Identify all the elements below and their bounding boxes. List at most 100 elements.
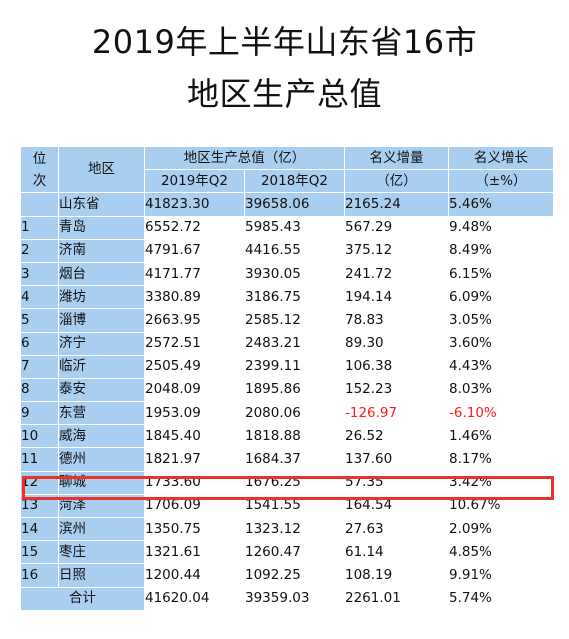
gdp-2019-cell: 2505.49 bbox=[144, 354, 245, 379]
gdp-2018-cell: 1895.86 bbox=[244, 377, 345, 403]
growth-cell: 9.91% bbox=[448, 563, 554, 588]
increase-header-line-1: 名义增量 bbox=[344, 145, 449, 171]
gdp-2018-cell: 1684.37 bbox=[244, 447, 345, 472]
growth-cell: 8.17% bbox=[448, 447, 554, 472]
increase-cell: 27.63 bbox=[344, 516, 449, 542]
increase-cell: -126.97 bbox=[344, 401, 449, 426]
rank-cell: 4 bbox=[20, 285, 59, 310]
gdp-group-header: 地区生产总值（亿） bbox=[144, 145, 345, 171]
increase-header-line-2: （亿） bbox=[344, 169, 449, 194]
gdp-2019-header: 2019年Q2 bbox=[144, 169, 245, 194]
province-row: 山东省 41823.30 39658.06 2165.24 5.46% bbox=[20, 192, 554, 217]
region-header: 地区 bbox=[58, 145, 145, 194]
region-cell: 青岛 bbox=[58, 215, 145, 240]
rank-header: 位 次 bbox=[20, 145, 59, 194]
rank-cell: 5 bbox=[20, 308, 59, 333]
gdp-2018-cell: 4416.55 bbox=[244, 238, 345, 263]
gdp-2019-cell: 6552.72 bbox=[144, 215, 245, 240]
increase-cell: 26.52 bbox=[344, 424, 449, 449]
increase-cell: 61.14 bbox=[344, 540, 449, 565]
increase-cell: 241.72 bbox=[344, 261, 449, 287]
region-cell: 临沂 bbox=[58, 354, 145, 379]
gdp-2019-cell: 1200.44 bbox=[144, 563, 245, 588]
rank-cell: 2 bbox=[20, 238, 59, 263]
growth-cell: 1.46% bbox=[448, 424, 554, 449]
growth-cell: 2.09% bbox=[448, 516, 554, 542]
gdp-2018-cell: 1323.12 bbox=[244, 516, 345, 542]
region-cell: 菏泽 bbox=[58, 493, 145, 519]
table-row: 10 威海 1845.40 1818.88 26.52 1.46% bbox=[20, 424, 554, 449]
growth-cell: 6.15% bbox=[448, 261, 554, 287]
rank-cell: 7 bbox=[20, 354, 59, 379]
table-row: 8 泰安 2048.09 1895.86 152.23 8.03% bbox=[20, 377, 554, 403]
table-row: 2 济南 4791.67 4416.55 375.12 8.49% bbox=[20, 238, 554, 263]
region-cell: 东营 bbox=[58, 401, 145, 426]
total-growth-cell: 5.74% bbox=[448, 586, 554, 611]
increase-cell: 152.23 bbox=[344, 377, 449, 403]
gdp-2018-cell: 1818.88 bbox=[244, 424, 345, 449]
growth-cell: 3.05% bbox=[448, 308, 554, 333]
increase-cell: 137.60 bbox=[344, 447, 449, 472]
gdp-2018-cell: 1676.25 bbox=[244, 470, 345, 495]
gdp-2018-cell: 1092.25 bbox=[244, 563, 345, 588]
table-row: 5 淄博 2663.95 2585.12 78.83 3.05% bbox=[20, 308, 554, 333]
growth-cell: 4.85% bbox=[448, 540, 554, 565]
region-cell: 滨州 bbox=[58, 516, 145, 542]
growth-cell: 3.42% bbox=[448, 470, 554, 495]
growth-cell: 4.43% bbox=[448, 354, 554, 379]
growth-header-line-1: 名义增长 bbox=[448, 145, 554, 171]
growth-cell: 9.48% bbox=[448, 215, 554, 240]
region-cell: 泰安 bbox=[58, 377, 145, 403]
table-row: 13 菏泽 1706.09 1541.55 164.54 10.67% bbox=[20, 493, 554, 519]
rank-cell: 9 bbox=[20, 401, 59, 426]
growth-cell: 6.09% bbox=[448, 285, 554, 310]
gdp-2018-cell: 1541.55 bbox=[244, 493, 345, 519]
gdp-2019-cell: 1706.09 bbox=[144, 493, 245, 519]
gdp-2018-cell: 2483.21 bbox=[244, 331, 345, 356]
header-row-1: 位 次 地区 地区生产总值（亿） 名义增量 名义增长 bbox=[20, 145, 554, 194]
region-cell: 烟台 bbox=[58, 261, 145, 287]
rank-cell: 6 bbox=[20, 331, 59, 356]
gdp-2018-header: 2018年Q2 bbox=[244, 169, 345, 194]
region-cell: 聊城 bbox=[58, 470, 145, 495]
table-row: 9 东营 1953.09 2080.06 -126.97 -6.10% bbox=[20, 401, 554, 426]
gdp-2018-cell: 3186.75 bbox=[244, 285, 345, 310]
gdp-2019-cell: 1845.40 bbox=[144, 424, 245, 449]
growth-header-line-2: （±%） bbox=[448, 169, 554, 194]
table-row: 16 日照 1200.44 1092.25 108.19 9.91% bbox=[20, 563, 554, 588]
header-row-2: 2019年Q2 2018年Q2 （亿） （±%） bbox=[21, 169, 554, 194]
rank-header-line-2: 次 bbox=[32, 172, 47, 189]
growth-cell: 3.60% bbox=[448, 331, 554, 356]
title-line-1: 2019年上半年山东省16市 bbox=[91, 23, 478, 61]
total-label-cell: 合计 bbox=[20, 586, 145, 611]
increase-cell: 108.19 bbox=[344, 563, 449, 588]
gdp-2019-cell: 2663.95 bbox=[144, 308, 245, 333]
gdp-table: 位 次 地区 地区生产总值（亿） 名义增量 名义增长 2019年Q2 2018年… bbox=[20, 145, 554, 611]
gdp-2019-cell: 2048.09 bbox=[144, 377, 245, 403]
growth-cell: 8.49% bbox=[448, 238, 554, 263]
province-gdp-2019-cell: 41823.30 bbox=[144, 192, 245, 217]
gdp-2018-cell: 3930.05 bbox=[244, 261, 345, 287]
gdp-2019-cell: 2572.51 bbox=[144, 331, 245, 356]
gdp-2019-cell: 1821.97 bbox=[144, 447, 245, 472]
increase-cell: 78.83 bbox=[344, 308, 449, 333]
total-gdp-2019-cell: 41620.04 bbox=[144, 586, 245, 611]
title-line-2: 地区生产总值 bbox=[186, 75, 382, 113]
growth-cell: 10.67% bbox=[448, 493, 554, 519]
gdp-2018-cell: 5985.43 bbox=[244, 215, 345, 240]
gdp-2018-cell: 2399.11 bbox=[244, 354, 345, 379]
rank-cell: 11 bbox=[20, 447, 59, 472]
table-row: 3 烟台 4171.77 3930.05 241.72 6.15% bbox=[20, 261, 554, 287]
province-growth-cell: 5.46% bbox=[448, 192, 554, 217]
increase-cell: 375.12 bbox=[344, 238, 449, 263]
gdp-2018-cell: 1260.47 bbox=[244, 540, 345, 565]
increase-cell: 106.38 bbox=[344, 354, 449, 379]
gdp-2019-cell: 1321.61 bbox=[144, 540, 245, 565]
table-row: 7 临沂 2505.49 2399.11 106.38 4.43% bbox=[20, 354, 554, 379]
region-cell: 潍坊 bbox=[58, 285, 145, 310]
rank-cell: 12 bbox=[20, 470, 59, 495]
province-region-cell: 山东省 bbox=[58, 192, 145, 217]
gdp-2019-cell: 4791.67 bbox=[144, 238, 245, 263]
rank-cell: 10 bbox=[20, 424, 59, 449]
